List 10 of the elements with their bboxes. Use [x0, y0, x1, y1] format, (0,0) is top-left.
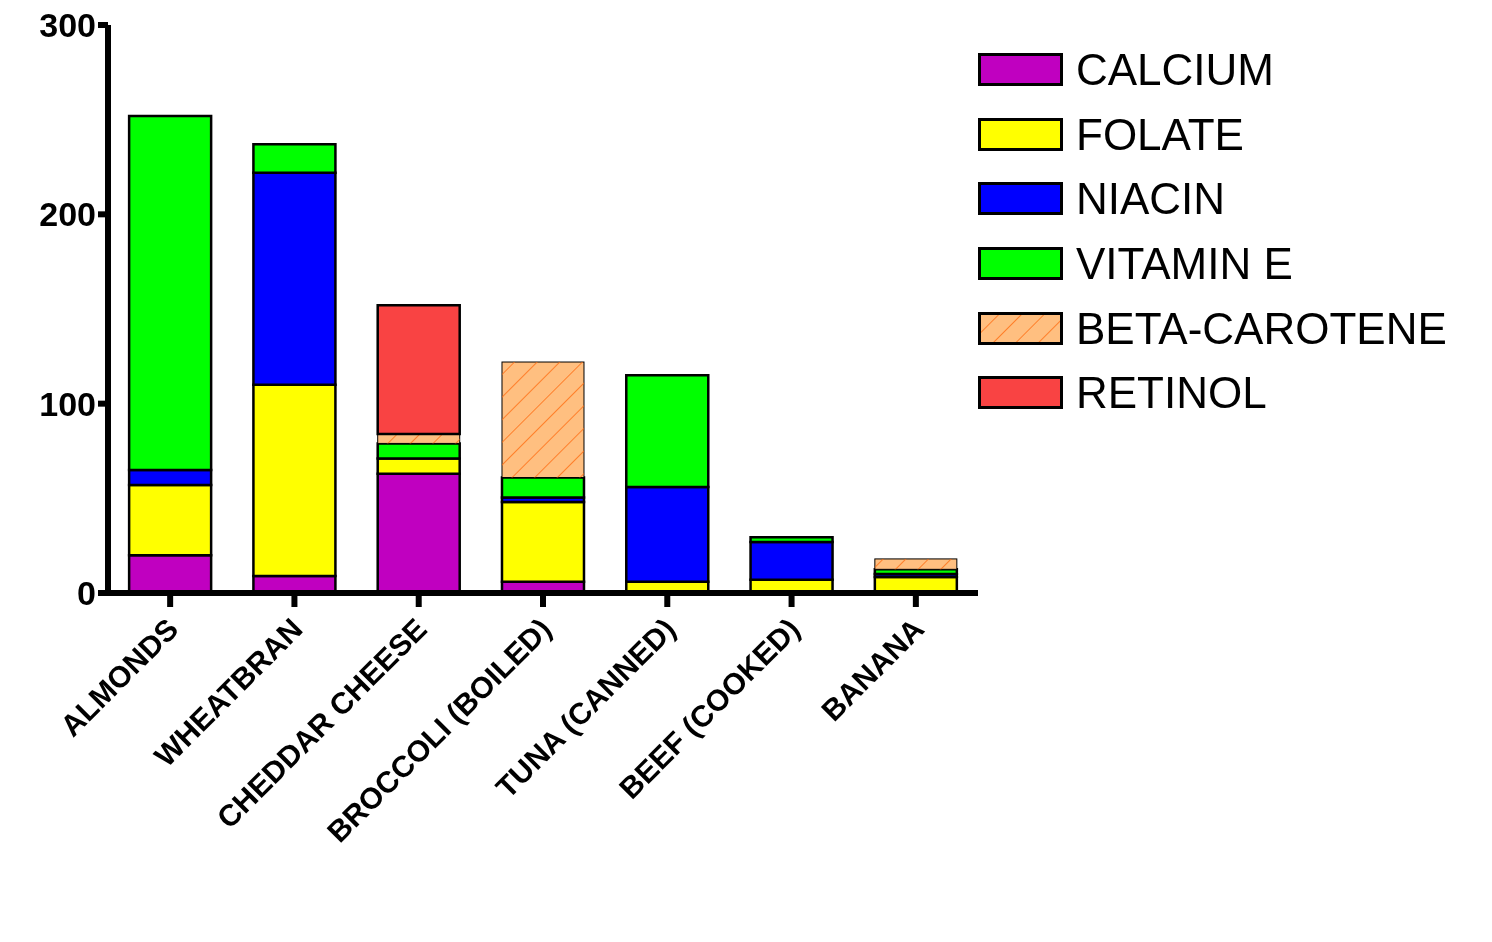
legend-label: CALCIUM [1076, 45, 1275, 96]
legend-label: FOLATE [1076, 109, 1244, 160]
legend-label: RETINOL [1076, 368, 1267, 419]
y-tick-label: 0 [77, 574, 96, 613]
legend-label: NIACIN [1076, 174, 1226, 225]
y-tick-label: 100 [39, 384, 96, 423]
y-tick-label: 200 [39, 195, 96, 234]
y-tick-label: 300 [39, 6, 96, 45]
legend-label: BETA-CAROTENE [1076, 303, 1447, 354]
legend-label: VITAMIN E [1076, 239, 1293, 290]
